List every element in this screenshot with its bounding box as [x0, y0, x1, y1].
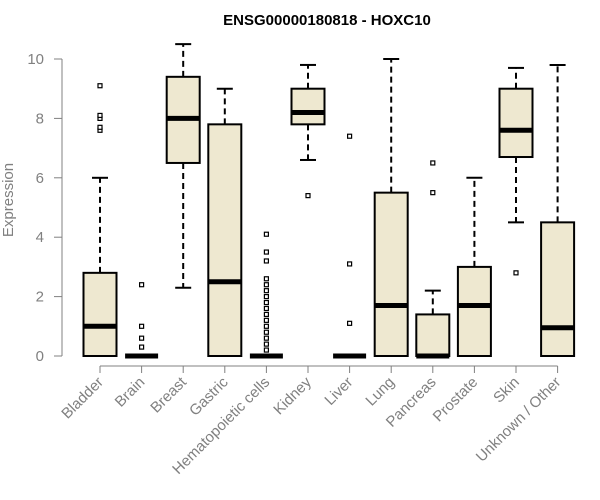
box-bladder [82, 83, 118, 357]
outlier-point [263, 341, 269, 347]
x-tick-label: Lung [362, 374, 398, 410]
box-body [207, 123, 243, 357]
outlier-point [263, 317, 269, 323]
outlier-point [263, 305, 269, 312]
box-brain [125, 282, 159, 359]
y-tick-label: 6 [36, 170, 44, 187]
outlier-point [139, 282, 145, 288]
outlier-point [97, 124, 103, 130]
box-lung [373, 58, 409, 357]
x-tick-label: Liver [321, 374, 356, 409]
box-kidney [290, 63, 326, 199]
box-liver [333, 133, 367, 359]
outlier-point [97, 112, 103, 119]
outlier-point [263, 276, 269, 282]
outlier-point [263, 294, 269, 300]
outlier-point [263, 258, 269, 264]
box-body [290, 87, 326, 126]
box-hematopoietic-cells [249, 231, 283, 359]
box-gastric [207, 87, 243, 357]
x-tick-label: Bladder [58, 374, 107, 423]
outlier-point [305, 193, 311, 199]
outlier-point [139, 335, 145, 341]
box-body [82, 271, 118, 357]
outlier-point [263, 323, 269, 329]
box-body [540, 221, 576, 357]
outlier-point [263, 347, 269, 353]
box-body [498, 87, 534, 159]
outlier-point [263, 249, 269, 255]
outlier-point [347, 320, 353, 326]
x-tick-label: Prostate [430, 374, 482, 426]
box-body [373, 191, 409, 357]
box-skin [498, 66, 534, 276]
outlier-point [347, 261, 353, 267]
outlier-point [430, 160, 436, 166]
outlier-point [97, 83, 103, 89]
y-axis-label: Expression [0, 163, 17, 237]
box-body [415, 313, 451, 358]
outlier-point [263, 329, 269, 335]
box-breast [165, 43, 201, 289]
x-tick-label: Kidney [270, 373, 315, 418]
outlier-point [139, 323, 145, 329]
outlier-point [263, 299, 269, 306]
outlier-point [263, 231, 269, 237]
x-tick-label: Breast [147, 373, 190, 416]
box-unknown-other [540, 63, 576, 357]
y-tick-label: 0 [36, 348, 44, 365]
y-tick-label: 8 [36, 110, 44, 127]
outlier-point [263, 335, 269, 341]
x-tick-label: Skin [490, 374, 523, 407]
outlier-point [347, 133, 353, 139]
box-prostate [456, 176, 492, 357]
boxes [82, 43, 576, 359]
outlier-point [139, 344, 145, 350]
box-pancreas [415, 160, 451, 359]
box-body [456, 265, 492, 357]
y-axis: 0 2 4 6 8 10 [27, 51, 63, 365]
chart-title: ENSG00000180818 - HOXC10 [223, 12, 431, 29]
y-tick-label: 10 [27, 51, 44, 68]
outlier-point [263, 288, 269, 294]
outlier-point [263, 311, 269, 318]
y-tick-label: 2 [36, 289, 44, 306]
x-tick-label: Brain [112, 374, 149, 411]
y-tick-label: 4 [36, 229, 44, 246]
outlier-point [513, 270, 519, 276]
outlier-point [430, 190, 436, 196]
outlier-point [263, 282, 269, 288]
